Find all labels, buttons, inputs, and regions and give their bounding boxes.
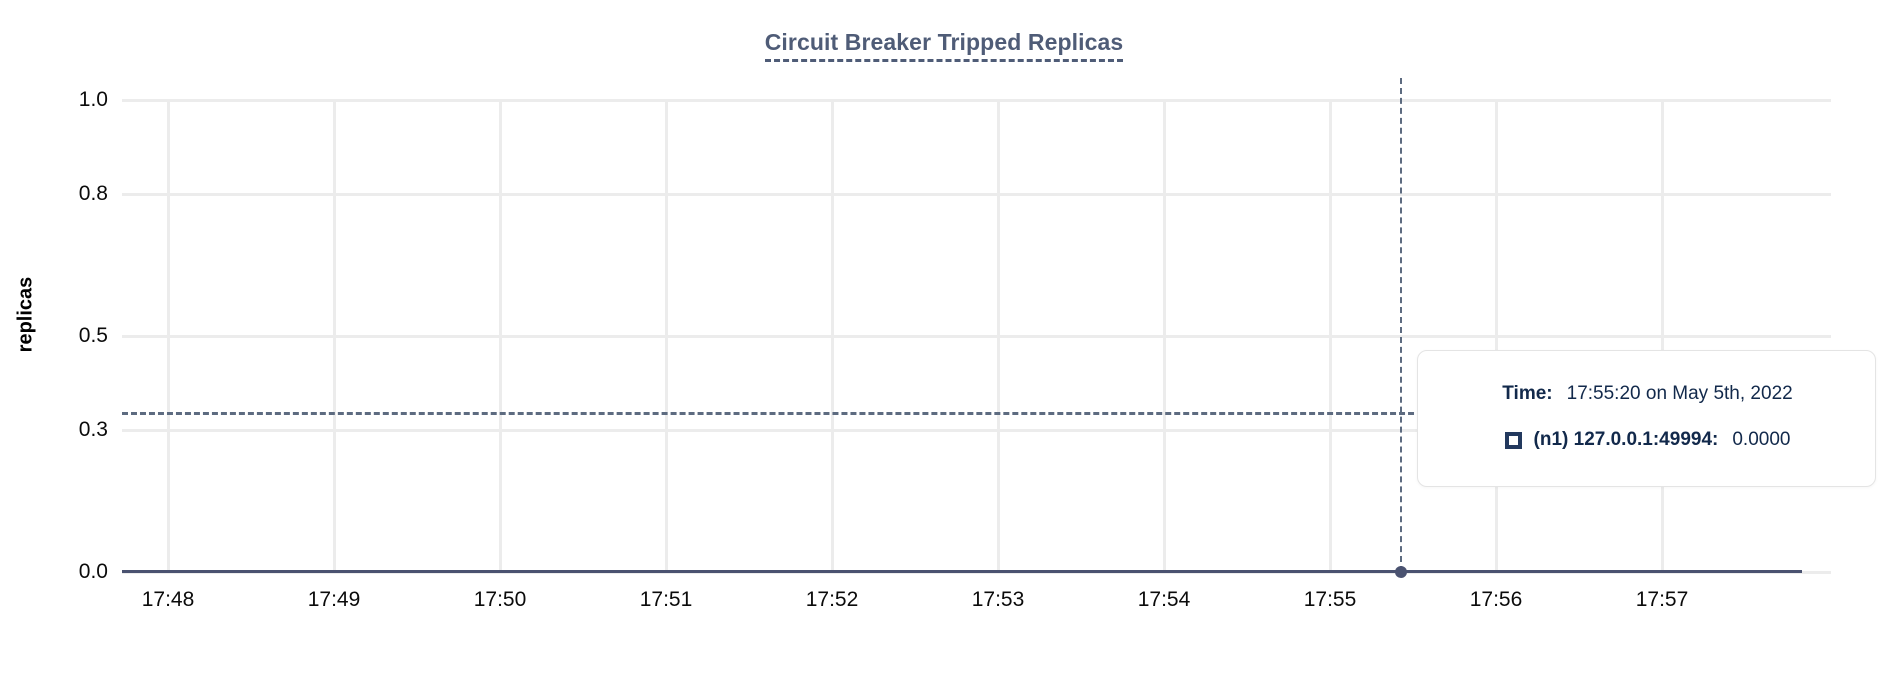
gridline-vertical	[1661, 100, 1664, 572]
chart-title-text: Circuit Breaker Tripped Replicas	[764, 29, 1124, 55]
y-axis-tick-label: 1.0	[78, 88, 108, 111]
gridline-vertical	[831, 100, 834, 572]
tooltip-series-row: (n1) 127.0.0.1:49994: 0.0000	[1418, 427, 1877, 453]
y-axis-tick-label: 0.0	[78, 560, 108, 583]
tooltip-time-row: Time: 17:55:20 on May 5th, 2022	[1418, 381, 1877, 407]
chart-title-text-wrap: Circuit Breaker Tripped Replicas	[764, 28, 1124, 62]
x-axis-tick-label: 17:53	[971, 588, 1025, 611]
chart-title-underline	[764, 59, 1124, 62]
x-axis-tick-label: 17:51	[639, 588, 693, 611]
series-line	[122, 570, 1802, 573]
tooltip-time-label: Time:	[1502, 383, 1553, 404]
x-axis-tick-label: 17:52	[805, 588, 859, 611]
tooltip-time-value: 17:55:20 on May 5th, 2022	[1566, 383, 1793, 404]
tooltip-series-value: 0.0000	[1732, 429, 1791, 450]
hover-tooltip: Time: 17:55:20 on May 5th, 2022 (n1) 127…	[1417, 350, 1876, 487]
crosshair-vertical	[1400, 78, 1402, 572]
x-axis-tick-label: 17:57	[1635, 588, 1689, 611]
x-axis-tick-label: 17:55	[1303, 588, 1357, 611]
gridline-vertical	[1495, 100, 1498, 572]
gridline-horizontal	[122, 99, 1831, 102]
y-axis-ticks: 1.0 0.8 0.5 0.3 0.0	[0, 89, 108, 582]
series-swatch-icon	[1504, 431, 1522, 449]
gridline-vertical	[1329, 100, 1332, 572]
series-data-point[interactable]	[1395, 566, 1407, 578]
plot-area[interactable]	[122, 78, 1831, 578]
chart-title: Circuit Breaker Tripped Replicas	[0, 28, 1888, 62]
x-axis-tick-label: 17:48	[141, 588, 195, 611]
gridline-horizontal	[122, 335, 1831, 338]
gridline-vertical	[997, 100, 1000, 572]
gridline-vertical	[167, 100, 170, 572]
y-axis-tick-label: 0.3	[78, 418, 108, 442]
y-axis-tick-label: 0.8	[78, 182, 108, 206]
gridline-vertical	[333, 100, 336, 572]
x-axis-tick-label: 17:49	[307, 588, 361, 611]
gridline-vertical	[665, 100, 668, 572]
x-axis-tick-label: 17:56	[1469, 588, 1523, 611]
y-axis-tick-label: 0.5	[78, 324, 108, 347]
gridline-horizontal	[122, 429, 1831, 433]
gridline-horizontal	[122, 193, 1831, 197]
crosshair-horizontal	[122, 411, 1450, 415]
x-axis-tick-label: 17:50	[473, 588, 527, 611]
gridline-vertical	[499, 100, 502, 572]
x-axis-tick-label: 17:54	[1137, 588, 1191, 611]
tooltip-series-name: (n1) 127.0.0.1:49994:	[1533, 429, 1719, 450]
x-axis-ticks: 17:48 17:49 17:50 17:51 17:52 17:53 17:54 17:55…	[122, 588, 1831, 618]
gridline-vertical	[1163, 100, 1166, 572]
